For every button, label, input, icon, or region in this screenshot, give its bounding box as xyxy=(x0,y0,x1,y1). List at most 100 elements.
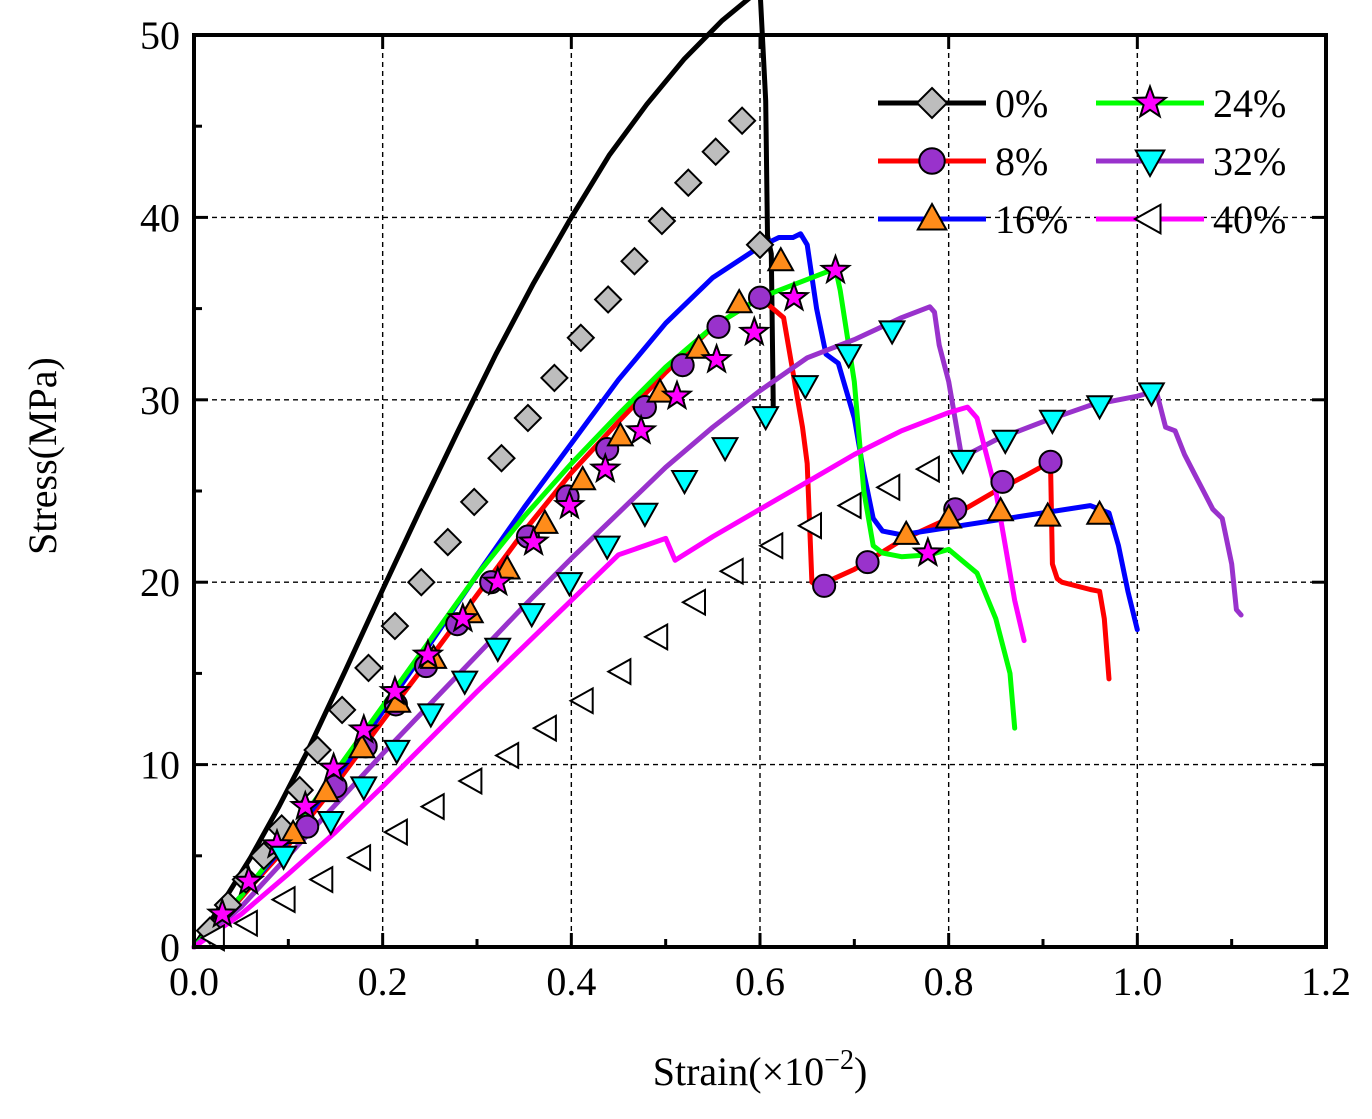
x-tick-label: 1.0 xyxy=(1112,959,1162,1004)
x-axis-title-main: Strain(×10 xyxy=(653,1049,824,1094)
series-40-marker xyxy=(494,741,520,770)
series-32-line xyxy=(191,304,1244,950)
series-8-marker xyxy=(812,573,837,598)
series-32-marker xyxy=(791,375,820,401)
series-24-marker xyxy=(737,315,771,347)
series-40-marker xyxy=(875,473,901,502)
series-40-line xyxy=(191,404,1027,950)
series-16-marker xyxy=(606,421,635,447)
series-16-marker xyxy=(934,503,963,529)
series-32-marker xyxy=(1038,409,1067,435)
series-16-marker xyxy=(530,508,560,534)
series-24-marker xyxy=(378,674,412,706)
series-32-marker xyxy=(555,572,584,598)
series-0-marker xyxy=(433,527,463,557)
series-8-marker xyxy=(855,550,880,575)
series-32-marker xyxy=(316,811,345,837)
series-24-marker xyxy=(481,564,515,597)
legend: 0% 8% 16% 24% 32% 40% xyxy=(878,81,1286,242)
legend-item-32: 32% xyxy=(1096,139,1286,184)
series-32-marker xyxy=(269,845,298,871)
legend-swatch-marker xyxy=(918,147,946,175)
series-24-markers xyxy=(205,253,945,929)
y-tick-label: 40 xyxy=(140,195,180,240)
series-24-marker xyxy=(624,413,658,445)
series-0-line xyxy=(191,0,776,950)
series-32-marker xyxy=(1085,395,1114,421)
series-32-marker xyxy=(948,449,977,476)
legend-item-8: 8% xyxy=(878,139,1048,184)
series-40-marker xyxy=(270,885,296,914)
series-32-marker xyxy=(450,670,479,696)
series-16-marker xyxy=(725,288,754,314)
series-0-marker xyxy=(513,403,543,433)
series-32-marker xyxy=(991,429,1020,455)
y-tick-label: 30 xyxy=(140,378,180,423)
series-40-marker xyxy=(718,557,744,586)
series-40-marker xyxy=(606,657,632,686)
legend-label: 24% xyxy=(1213,81,1286,126)
series-24-marker xyxy=(660,378,694,411)
series-16-marker xyxy=(645,377,675,403)
series-40-marker xyxy=(419,792,445,821)
grid-lines xyxy=(194,35,1326,947)
x-axis-title: Strain(×10−2) xyxy=(653,1045,868,1094)
legend-label: 40% xyxy=(1213,197,1286,242)
series-0-marker xyxy=(593,285,623,314)
series-8-marker xyxy=(706,314,731,339)
series-0-marker xyxy=(539,363,569,393)
series-32-marker xyxy=(483,637,512,663)
legend-swatch-marker xyxy=(1131,83,1169,119)
legend-label: 16% xyxy=(995,197,1068,242)
series-0-marker xyxy=(303,735,333,765)
x-axis-tick-labels: 0.0 0.2 0.4 0.6 0.8 1.0 1.2 xyxy=(169,959,1351,1004)
series-32-marker xyxy=(382,739,411,766)
series-0-marker xyxy=(673,168,703,198)
series-16-marker xyxy=(568,465,597,491)
y-tick-label: 0 xyxy=(160,925,180,970)
series-0-marker xyxy=(406,567,436,597)
series-16-marker xyxy=(986,496,1015,522)
x-tick-label: 1.2 xyxy=(1301,959,1351,1004)
legend-item-24: 24% xyxy=(1096,81,1286,126)
series-40-marker xyxy=(836,491,862,520)
y-axis-title: Stress(MPa) xyxy=(20,357,65,555)
x-axis-title-close: ) xyxy=(854,1049,867,1094)
series-40-marker xyxy=(232,909,258,938)
legend-swatch-marker xyxy=(1132,203,1162,236)
axis-ticks xyxy=(192,33,1328,949)
series-0-marker xyxy=(354,653,383,683)
series-24-marker xyxy=(552,488,586,520)
series-40-marker xyxy=(199,923,225,952)
series-markers xyxy=(195,106,1166,952)
series-40-marker xyxy=(643,622,669,652)
series-40-marker xyxy=(345,843,372,872)
series-24-marker xyxy=(446,601,480,633)
series-16-markers xyxy=(278,246,1114,844)
series-0-marker xyxy=(620,246,649,276)
legend-swatch-marker xyxy=(916,201,949,231)
legend-label: 32% xyxy=(1213,139,1286,184)
series-24-marker xyxy=(700,342,733,374)
series-8-marker xyxy=(1038,449,1063,474)
x-tick-label: 0.2 xyxy=(358,959,408,1004)
legend-label: 0% xyxy=(995,81,1048,126)
series-40-marker xyxy=(758,531,784,560)
series-32-marker xyxy=(630,502,660,528)
series-32-marker xyxy=(834,344,863,370)
series-40-marker xyxy=(457,766,483,796)
series-32-marker xyxy=(751,406,780,432)
legend-item-0: 0% xyxy=(878,81,1048,126)
x-tick-label: 0.0 xyxy=(169,959,219,1004)
series-40-marker xyxy=(680,588,706,617)
legend-item-40: 40% xyxy=(1096,197,1286,242)
series-24-marker xyxy=(205,896,239,929)
series-40-marker xyxy=(914,455,940,484)
series-24-marker xyxy=(819,253,852,285)
series-40-marker xyxy=(796,511,822,540)
series-8-line xyxy=(191,295,1112,950)
series-8-marker xyxy=(747,285,773,310)
y-tick-label: 50 xyxy=(140,13,180,58)
legend-swatch-marker xyxy=(915,86,949,120)
series-0-marker xyxy=(647,206,677,236)
